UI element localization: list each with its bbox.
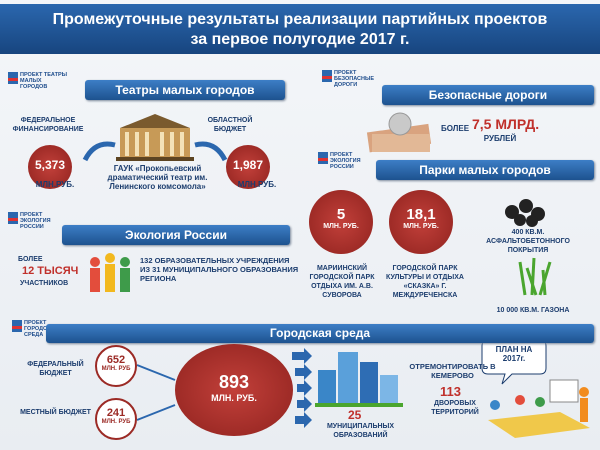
amount: 12 ТЫСЯЧ bbox=[22, 265, 79, 277]
unit: МЛН.РУБ. bbox=[237, 180, 277, 189]
label: ОТРЕМОНТИРОВАТЬ В КЕМЕРОВО bbox=[409, 362, 496, 380]
unit: МЛН. РУБ. bbox=[211, 393, 257, 403]
amount: 7,5 МЛРД. bbox=[472, 116, 540, 132]
caption: ГОРОДСКОЙ ПАРК КУЛЬТУРЫ И ОТДЫХА «СКАЗКА… bbox=[386, 265, 464, 299]
label: ОБЛАСТНОЙ БЮДЖЕТ bbox=[207, 117, 253, 133]
section-heading: Парки малых городов bbox=[376, 160, 594, 180]
meeting-image bbox=[488, 379, 590, 438]
section-heading: Безопасные дороги bbox=[382, 85, 594, 105]
label: УЧАСТНИКОВ bbox=[20, 280, 69, 287]
amount: 25 bbox=[348, 408, 362, 422]
grass-image bbox=[518, 257, 552, 296]
arrow bbox=[82, 141, 116, 162]
logo: ПРОЕКТ ТЕАТРЫ МАЛЫХ ГОРОДОВ bbox=[20, 72, 68, 90]
amount: 893 bbox=[218, 372, 250, 392]
theater-building bbox=[116, 114, 194, 161]
speech-bubble bbox=[481, 339, 547, 385]
unit: МЛН. РУБ. bbox=[323, 223, 359, 230]
unit: МЛН. РУБ. bbox=[403, 223, 439, 230]
amount: 18,1 bbox=[406, 206, 436, 223]
logo: ПРОЕКТ БЕЗОПАСНЫЕ ДОРОГИ bbox=[334, 70, 375, 88]
prefix: БОЛЕЕ bbox=[440, 124, 470, 133]
label: ФЕДЕРАЛЬНОЕ ФИНАНСИРОВАНИЕ bbox=[12, 117, 84, 133]
people-image bbox=[90, 253, 130, 292]
label: МЕСТНЫЙ БЮДЖЕТ bbox=[20, 409, 91, 416]
output-arrows bbox=[292, 348, 312, 428]
label: ФЕДЕРАЛЬНЫЙ БЮДЖЕТ bbox=[27, 361, 84, 377]
amount-circle: 5,373 bbox=[28, 145, 72, 189]
logo-icons bbox=[8, 70, 332, 332]
unit: РУБЛЕЙ bbox=[483, 134, 517, 143]
city-image bbox=[315, 352, 403, 407]
logo: ПРОЕКТ ЭКОЛОГИЯ РОССИИ bbox=[20, 212, 51, 230]
logo: ПРОЕКТ ЭКОЛОГИЯ РОССИИ bbox=[330, 152, 361, 170]
amount: 113 bbox=[440, 384, 461, 399]
label: МУНИЦИПАЛЬНЫХ ОБРАЗОВАНИЙ bbox=[326, 423, 395, 439]
amount-circle: 18,1 МЛН. РУБ. bbox=[389, 190, 453, 254]
label: ДВОРОВЫХ ТЕРРИТОРИЙ bbox=[431, 400, 479, 416]
amount-circle: 5 МЛН. РУБ. bbox=[309, 190, 373, 254]
section-heading: Городская среда bbox=[46, 324, 594, 343]
caption: МАРИИНСКИЙ ГОРОДСКОЙ ПАРК ОТДЫХА ИМ. А.В… bbox=[309, 265, 375, 299]
section-heading: Экология России bbox=[62, 225, 290, 245]
budget-arrows bbox=[136, 364, 176, 421]
unit: МЛН.РУБ. bbox=[35, 180, 75, 189]
asphalt-image bbox=[505, 199, 545, 227]
amount: 652 bbox=[106, 354, 126, 366]
caption: 132 ОБРАЗОВАТЕЛЬНЫХ УЧРЕЖДЕНИЯ ИЗ 31 МУН… bbox=[140, 256, 299, 283]
venue: ГАУК «Прокопьевский драматический театр … bbox=[107, 164, 208, 191]
caption: 10 000 КВ.М. ГАЗОНА bbox=[496, 307, 570, 314]
amount: 5 bbox=[336, 206, 346, 223]
money-image bbox=[366, 112, 432, 153]
total-circle: 893 МЛН. РУБ. bbox=[175, 344, 293, 436]
prefix: БОЛЕЕ bbox=[18, 256, 43, 263]
unit: МЛН. РУБ bbox=[101, 366, 131, 372]
bubble-text: ПЛАН НА 2017г. bbox=[495, 345, 533, 363]
amount-circle: 652 МЛН. РУБ bbox=[95, 345, 137, 387]
unit: МЛН. РУБ bbox=[101, 419, 131, 425]
amount: 241 bbox=[106, 407, 126, 419]
caption: 400 КВ.М. АСФАЛЬТОБЕТОННОГО ПОКРЫТИЯ bbox=[486, 229, 570, 254]
title: Промежуточные результаты реализации парт… bbox=[0, 4, 600, 54]
section-heading: Театры малых городов bbox=[85, 80, 285, 100]
arrow bbox=[194, 141, 228, 162]
amount-circle: 1,987 bbox=[226, 145, 270, 189]
amount-circle: 241 МЛН. РУБ bbox=[95, 398, 137, 440]
logo: ПРОЕКТ ГОРОДСКАЯ СРЕДА bbox=[24, 320, 59, 338]
